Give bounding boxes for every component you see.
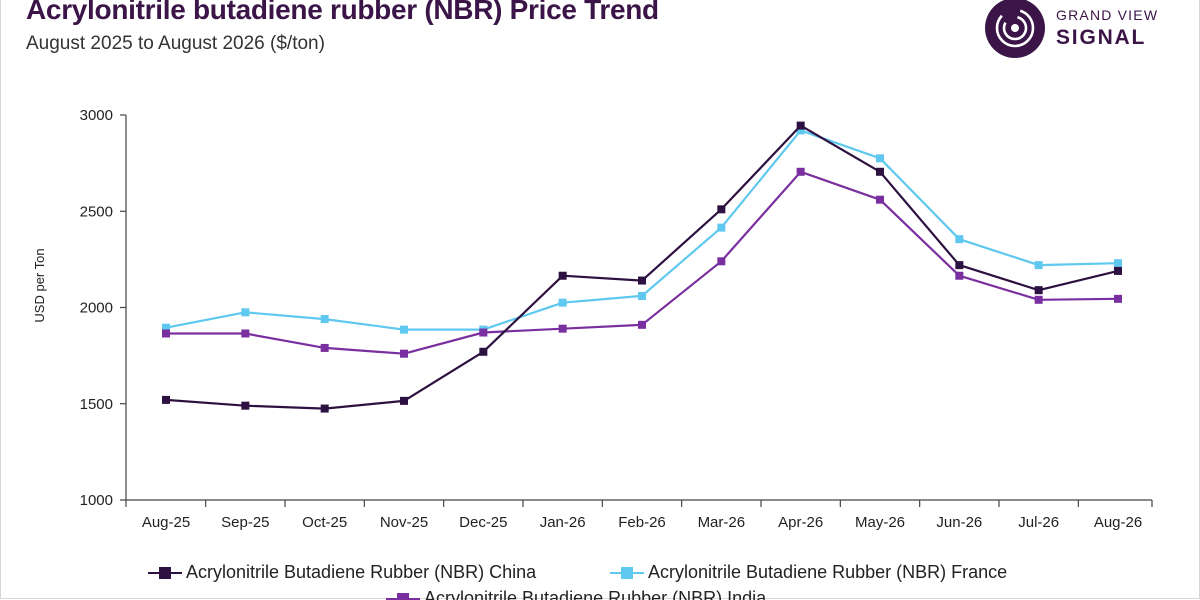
- legend-swatch: [148, 566, 182, 580]
- legend-item: Acrylonitrile Butadiene Rubber (NBR) Chi…: [148, 562, 536, 583]
- data-point: [1034, 286, 1043, 295]
- data-point: [638, 276, 646, 285]
- x-tick-label: Feb-26: [618, 514, 666, 531]
- x-tick-label: Dec-25: [459, 514, 507, 531]
- data-point: [955, 235, 964, 244]
- data-point: [717, 223, 726, 232]
- data-point: [162, 323, 170, 332]
- data-point: [479, 328, 488, 337]
- data-point: [320, 315, 329, 324]
- data-point: [955, 261, 964, 270]
- y-tick-label: 1000: [80, 492, 113, 509]
- grand-view-signal-logo-icon: [985, 0, 1045, 58]
- data-point: [400, 396, 408, 405]
- data-point: [241, 329, 250, 338]
- data-point: [876, 154, 884, 163]
- legend-swatch: [386, 592, 420, 600]
- x-tick-label: Jul-26: [1018, 514, 1059, 531]
- legend-item: Acrylonitrile Butadiene Rubber (NBR) Fra…: [610, 562, 1007, 583]
- legend-label: Acrylonitrile Butadiene Rubber (NBR) Ind…: [424, 588, 767, 600]
- legend-item: Acrylonitrile Butadiene Rubber (NBR) Ind…: [386, 588, 766, 600]
- y-tick-label: 2000: [80, 300, 113, 317]
- data-point: [1114, 266, 1122, 275]
- x-tick-label: Sep-25: [221, 514, 269, 531]
- brand-logo: GRAND VIEW SIGNAL: [984, 0, 1184, 60]
- data-point: [241, 308, 250, 317]
- legend-label: Acrylonitrile Butadiene Rubber (NBR) Fra…: [648, 562, 1008, 582]
- data-point: [1034, 261, 1043, 270]
- logo-text-grand-view: GRAND VIEW: [1056, 7, 1159, 23]
- data-point: [638, 291, 646, 300]
- data-point: [1114, 294, 1122, 303]
- logo-text-signal: SIGNAL: [1056, 26, 1147, 49]
- chart-title: Acrylonitrile butadiene rubber (NBR) Pri…: [26, 0, 659, 25]
- data-point: [162, 329, 170, 338]
- data-point: [717, 257, 726, 266]
- chart-subtitle: August 2025 to August 2026 ($/ton): [26, 33, 325, 54]
- x-tick-label: May-26: [855, 514, 905, 531]
- data-point: [717, 205, 726, 214]
- x-tick-label: Mar-26: [698, 514, 746, 531]
- data-point: [558, 324, 567, 333]
- x-tick-label: Oct-25: [302, 514, 347, 531]
- y-tick-label: 3000: [80, 107, 113, 124]
- x-tick-label: Aug-26: [1094, 514, 1142, 531]
- data-point: [400, 349, 408, 358]
- x-tick-label: Jun-26: [936, 514, 982, 531]
- data-point: [558, 298, 567, 307]
- y-tick-label: 2500: [80, 203, 113, 220]
- data-point: [241, 401, 250, 410]
- line-chart: 1000 1500 2000 2500 3000 Aug-25 Sep-25 Oct-25 No…: [32, 107, 1153, 531]
- x-tick-label: Nov-25: [380, 514, 428, 531]
- data-point: [400, 325, 408, 334]
- data-point: [796, 121, 805, 130]
- data-point: [162, 395, 170, 404]
- data-point: [638, 320, 646, 329]
- data-point: [479, 347, 488, 356]
- x-tick-label: Apr-26: [778, 514, 823, 531]
- chart-legend: Acrylonitrile Butadiene Rubber (NBR) Chi…: [0, 562, 1200, 600]
- data-point: [320, 404, 329, 413]
- data-point: [320, 343, 329, 352]
- data-point: [558, 271, 567, 280]
- data-point: [1114, 259, 1122, 268]
- data-point: [955, 271, 964, 280]
- x-tick-label: Jan-26: [540, 514, 586, 531]
- legend-label: Acrylonitrile Butadiene Rubber (NBR) Chi…: [186, 562, 537, 582]
- x-tick-label: Aug-25: [142, 514, 190, 531]
- data-point: [876, 167, 884, 176]
- data-point: [796, 167, 805, 176]
- series-line: [165, 124, 1119, 410]
- data-point: [796, 126, 805, 135]
- data-point: [1034, 295, 1043, 304]
- data-point: [876, 195, 884, 204]
- y-tick-label: 1500: [80, 396, 113, 413]
- legend-swatch: [610, 566, 644, 580]
- y-axis-label: USD per Ton: [32, 248, 47, 322]
